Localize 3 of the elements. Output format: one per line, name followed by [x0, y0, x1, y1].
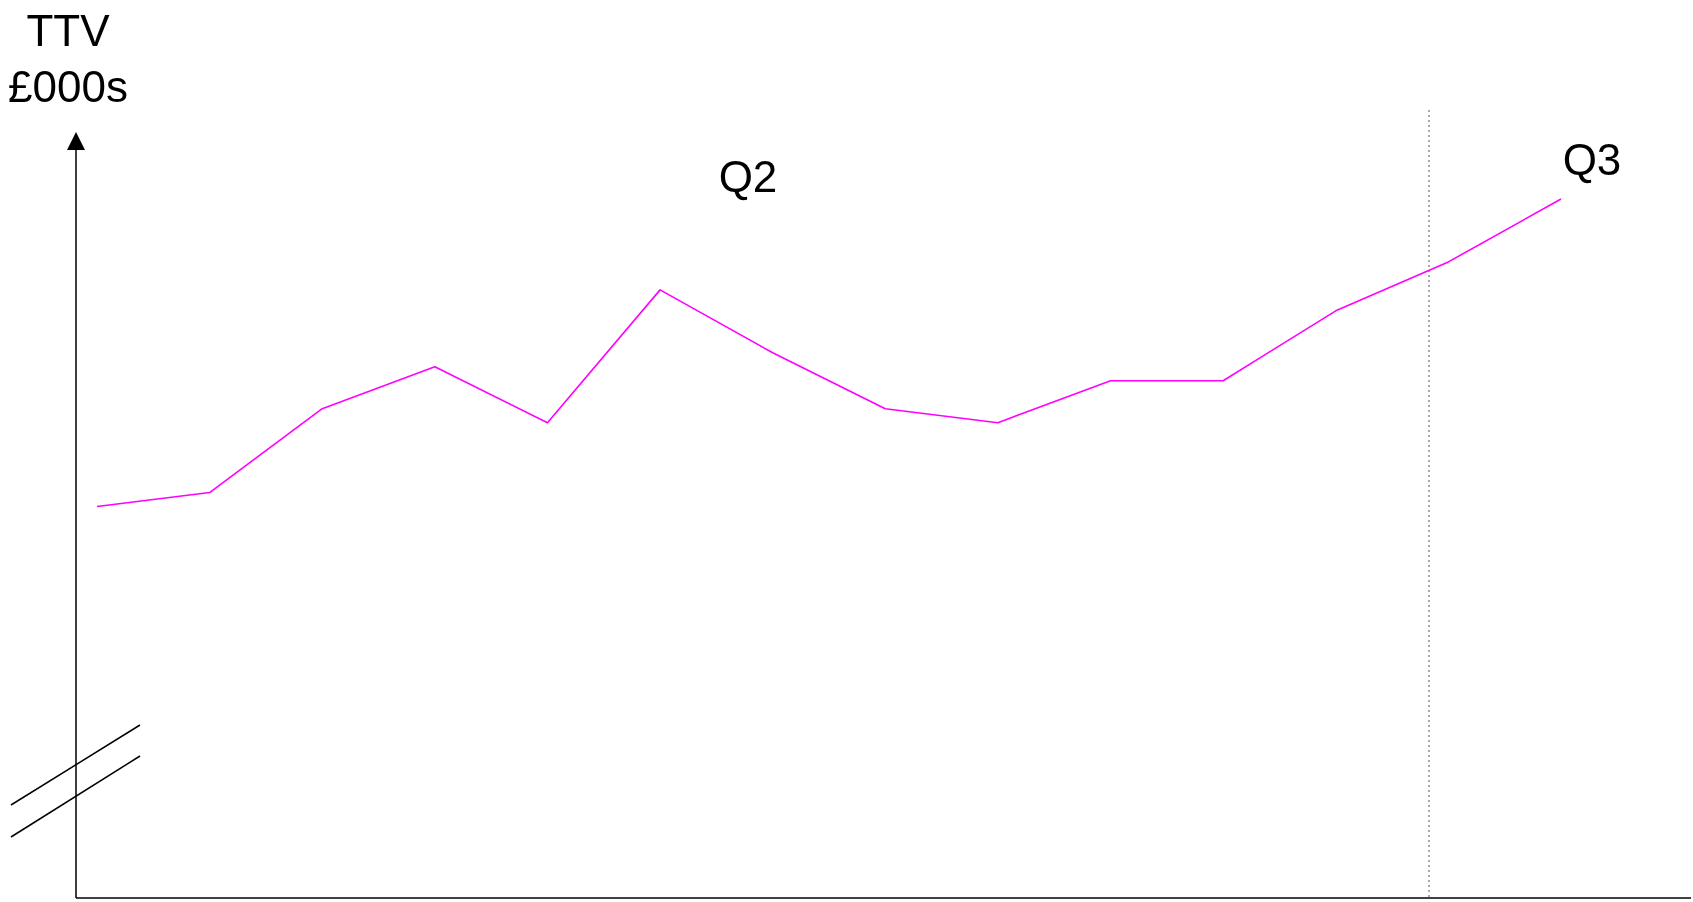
text: Q3: [1562, 135, 1622, 184]
y-axis-title: TTV £000s: [8, 6, 128, 111]
annotation: Q2: [718, 152, 778, 201]
